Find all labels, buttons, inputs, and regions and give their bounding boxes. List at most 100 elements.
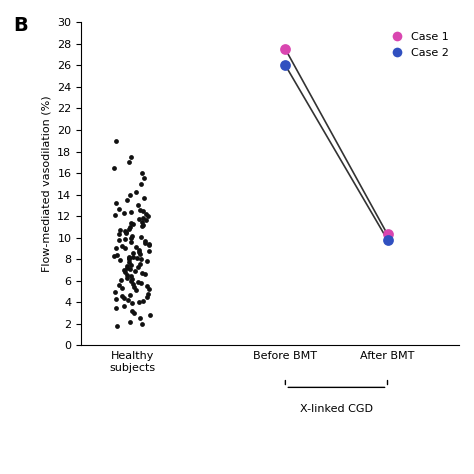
Point	[143, 257, 151, 265]
Point	[117, 256, 124, 264]
Point	[128, 232, 136, 239]
Point	[137, 180, 145, 188]
Point	[113, 322, 120, 330]
Point	[110, 252, 118, 260]
Point	[120, 302, 128, 310]
Point	[125, 259, 133, 266]
Point	[123, 196, 131, 204]
Point	[135, 246, 143, 253]
Point	[143, 217, 150, 224]
Point	[133, 255, 141, 262]
Point	[135, 299, 143, 306]
Point	[138, 169, 146, 177]
Point	[138, 222, 146, 229]
Point	[112, 137, 119, 145]
Point	[118, 243, 126, 250]
Point	[128, 238, 135, 246]
Point	[136, 248, 143, 255]
Point	[111, 288, 118, 295]
Point	[123, 272, 131, 279]
Point	[126, 255, 133, 263]
Point	[121, 268, 129, 276]
Point	[139, 221, 147, 228]
Point	[123, 264, 130, 272]
Point	[146, 311, 154, 319]
Point	[127, 277, 135, 284]
Point	[126, 255, 133, 262]
Point	[139, 298, 147, 305]
Point	[128, 273, 135, 280]
Point	[384, 231, 392, 238]
Point	[128, 300, 136, 307]
Point	[118, 284, 126, 292]
Point	[137, 279, 145, 287]
Point	[123, 229, 130, 237]
Point	[144, 283, 151, 290]
Point	[124, 262, 131, 270]
Point	[115, 231, 123, 238]
Point	[132, 189, 140, 196]
Point	[128, 275, 136, 283]
Text: X-linked CGD: X-linked CGD	[300, 403, 373, 413]
Point	[126, 158, 133, 166]
Point	[121, 235, 129, 243]
Point	[130, 309, 137, 317]
Point	[126, 191, 133, 199]
Point	[142, 210, 150, 218]
Point	[120, 266, 128, 274]
Point	[139, 207, 147, 215]
Point	[113, 304, 120, 311]
Point	[137, 260, 144, 267]
Point	[124, 296, 132, 304]
Point	[120, 294, 128, 302]
Point	[132, 287, 140, 294]
Point	[116, 227, 124, 234]
Point	[146, 241, 153, 249]
Point	[127, 261, 135, 268]
Point	[129, 253, 137, 261]
Point	[110, 164, 118, 172]
Point	[129, 280, 137, 288]
Point	[136, 250, 144, 258]
Point	[141, 237, 148, 245]
Point	[139, 320, 146, 328]
Point	[282, 46, 289, 53]
Point	[134, 263, 142, 271]
Point	[127, 223, 134, 231]
Point	[128, 208, 135, 216]
Point	[112, 295, 120, 303]
Point	[145, 212, 152, 220]
Text: B: B	[13, 16, 28, 35]
Point	[118, 276, 125, 283]
Point	[134, 201, 142, 209]
Point	[131, 267, 139, 275]
Point	[145, 286, 153, 293]
Point	[384, 236, 392, 244]
Point	[138, 269, 146, 277]
Legend: Case 1, Case 2: Case 1, Case 2	[381, 28, 454, 62]
Point	[115, 236, 122, 244]
Point	[144, 293, 151, 301]
Point	[113, 251, 121, 259]
Point	[125, 225, 133, 233]
Point	[127, 153, 135, 161]
Point	[111, 211, 119, 219]
Point	[127, 265, 134, 273]
Point	[116, 205, 123, 212]
Point	[282, 62, 289, 69]
Y-axis label: Flow-mediated vasodilation (%): Flow-mediated vasodilation (%)	[42, 96, 52, 272]
Point	[127, 234, 135, 241]
Point	[144, 290, 152, 298]
Point	[138, 218, 146, 225]
Point	[121, 228, 128, 235]
Point	[145, 240, 152, 248]
Point	[137, 206, 144, 213]
Point	[127, 291, 134, 299]
Point	[120, 209, 128, 217]
Point	[129, 249, 137, 256]
Point	[137, 233, 145, 240]
Point	[122, 228, 129, 236]
Point	[130, 283, 138, 291]
Point	[129, 220, 137, 228]
Point	[125, 253, 133, 261]
